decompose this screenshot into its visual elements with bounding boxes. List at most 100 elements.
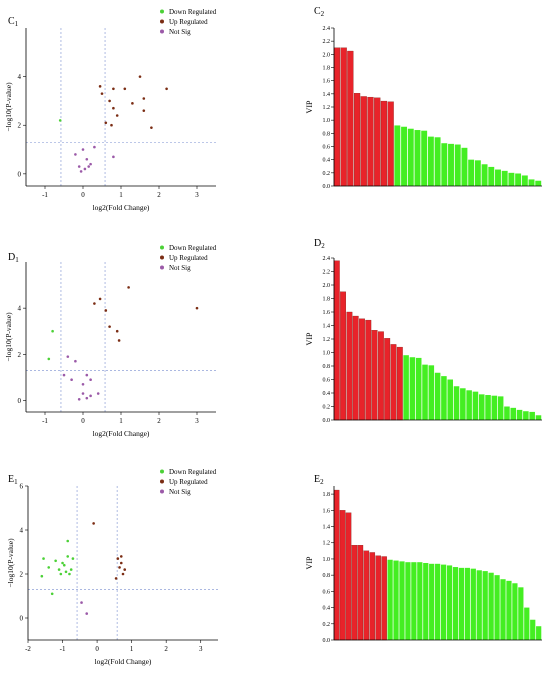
x-tick-label: -1: [42, 191, 48, 199]
bar: [340, 47, 347, 187]
legend-marker: [160, 489, 164, 494]
data-point: [81, 148, 85, 151]
y-tick-label: 0.8: [323, 573, 331, 579]
bar: [399, 561, 405, 640]
data-point: [64, 570, 68, 574]
bar: [529, 411, 535, 420]
data-point: [195, 306, 199, 310]
bar: [369, 552, 376, 641]
bar: [447, 379, 454, 420]
bar: [506, 580, 512, 640]
bar: [393, 560, 399, 640]
y-tick-label: 0.0: [323, 418, 331, 424]
data-point: [80, 601, 83, 604]
y-tick-label: 1.6: [323, 310, 331, 316]
bar: [428, 365, 435, 420]
panel-label: E1: [8, 474, 18, 486]
bar: [417, 562, 423, 640]
data-point: [119, 555, 123, 558]
bar: [524, 607, 530, 640]
y-tick-label: 0.2: [323, 171, 331, 177]
bar: [528, 179, 535, 186]
bar: [405, 562, 411, 640]
x-axis-label: log2(Fold Change): [95, 657, 152, 666]
bar: [454, 144, 461, 186]
legend-marker: [160, 265, 164, 270]
bar: [434, 372, 441, 420]
bar: [345, 512, 352, 641]
y-tick-label: 2.0: [323, 283, 331, 289]
panel-label: C1: [8, 16, 19, 28]
y-axis-label: −log10(P-value): [4, 312, 13, 362]
data-point: [61, 561, 64, 565]
bar: [435, 563, 441, 640]
bar: [523, 411, 529, 420]
y-tick-label: 0.4: [323, 606, 331, 612]
legend-marker: [160, 255, 164, 260]
bar: [494, 575, 500, 640]
data-point: [87, 165, 90, 168]
bar: [377, 331, 384, 421]
y-tick-label: 0: [18, 397, 22, 405]
bar: [367, 96, 374, 187]
bar: [478, 394, 485, 420]
legend-label: Down Regulated: [169, 468, 217, 476]
bar: [390, 344, 397, 421]
y-tick-label: 0.2: [323, 622, 331, 628]
bar: [403, 355, 409, 420]
bar: [375, 555, 381, 641]
y-tick-label: 0.2: [323, 405, 331, 411]
data-point: [50, 592, 54, 596]
y-axis-label: VIP: [305, 556, 314, 569]
data-point: [89, 394, 92, 398]
y-axis-label: −log10(P-value): [6, 538, 15, 588]
scatter-panel-e1: E1 -2 -1 0 1 2 3 0 2 4 6 log2(Fold Change) −log10(P-…: [6, 468, 218, 666]
legend-label: Up Regulated: [169, 254, 208, 262]
x-tick-label: 0: [81, 191, 85, 199]
x-tick-label: -1: [42, 417, 48, 425]
bar: [515, 173, 522, 186]
data-point: [116, 557, 120, 560]
bar: [411, 562, 417, 640]
y-tick-label: 1.8: [323, 297, 331, 303]
bar: [365, 319, 372, 421]
bar: [427, 136, 434, 186]
data-point: [54, 559, 57, 563]
bar: [530, 619, 536, 640]
data-point: [138, 75, 142, 78]
y-tick-label: 2.4: [323, 256, 331, 262]
data-point: [74, 153, 77, 156]
bar: [481, 164, 488, 186]
x-axis-label: log2(Fold Change): [93, 203, 150, 212]
data-point: [40, 574, 44, 578]
bar: [374, 97, 381, 187]
data-point: [85, 373, 89, 377]
bar: [466, 390, 472, 420]
bar-panel-d2: D2 0.0 0.2 0.4 0.6 0.8 1.0 1.2 1.4 1.6 1.8 2.0 2.2 2.…: [305, 238, 542, 424]
y-tick-label: 4: [18, 73, 22, 81]
y-tick-label: 2: [20, 571, 24, 579]
data-point: [123, 87, 127, 91]
data-point: [69, 568, 73, 571]
bar: [347, 50, 354, 187]
bar: [440, 564, 447, 640]
y-tick-label: 1.4: [323, 92, 331, 98]
y-tick-label: 1.8: [323, 492, 331, 498]
bar: [470, 568, 476, 640]
bar: [407, 128, 414, 186]
y-tick-label: 1.4: [323, 324, 331, 330]
y-tick-label: 1.0: [323, 351, 331, 357]
data-point: [121, 572, 125, 576]
bar: [414, 130, 421, 186]
data-point: [47, 566, 51, 569]
bar: [501, 170, 508, 186]
bar: [468, 159, 475, 186]
bar: [441, 376, 447, 420]
x-tick-label: 0: [95, 645, 99, 653]
bar: [352, 315, 359, 421]
bar: [448, 143, 454, 186]
data-point: [66, 355, 70, 358]
bar: [504, 406, 510, 420]
bar: [421, 130, 428, 186]
